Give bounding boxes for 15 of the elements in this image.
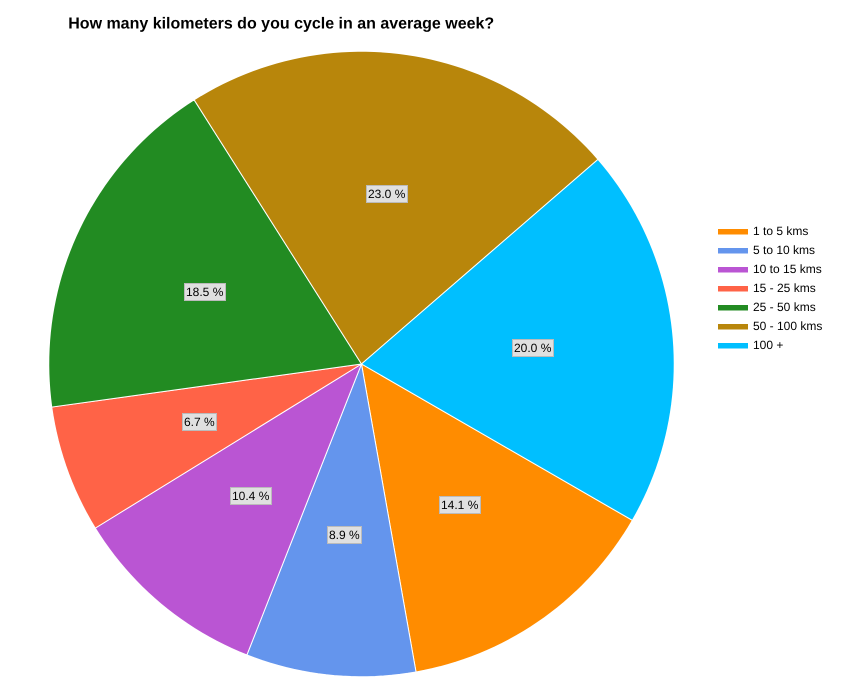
legend-label: 50 - 100 kms	[753, 319, 822, 334]
legend-label: 10 to 15 kms	[753, 262, 822, 276]
data-label: 8.9 %	[329, 528, 360, 542]
data-label: 10.4 %	[232, 489, 270, 503]
legend-label: 100 +	[753, 338, 784, 352]
legend-label: 15 - 25 kms	[753, 281, 816, 296]
legend-label: 1 to 5 kms	[753, 224, 808, 238]
data-label: 23.0 %	[368, 187, 406, 201]
data-label: 14.1 %	[441, 498, 479, 512]
data-label: 20.0 %	[514, 341, 552, 355]
chart-title: How many kilometers do you cycle in an average week?	[68, 15, 494, 32]
legend-label: 5 to 10 kms	[753, 243, 816, 258]
data-label: 6.7 %	[184, 415, 216, 429]
data-label: 18.5 %	[186, 285, 224, 299]
legend-label: 25 - 50 kms	[753, 300, 816, 314]
